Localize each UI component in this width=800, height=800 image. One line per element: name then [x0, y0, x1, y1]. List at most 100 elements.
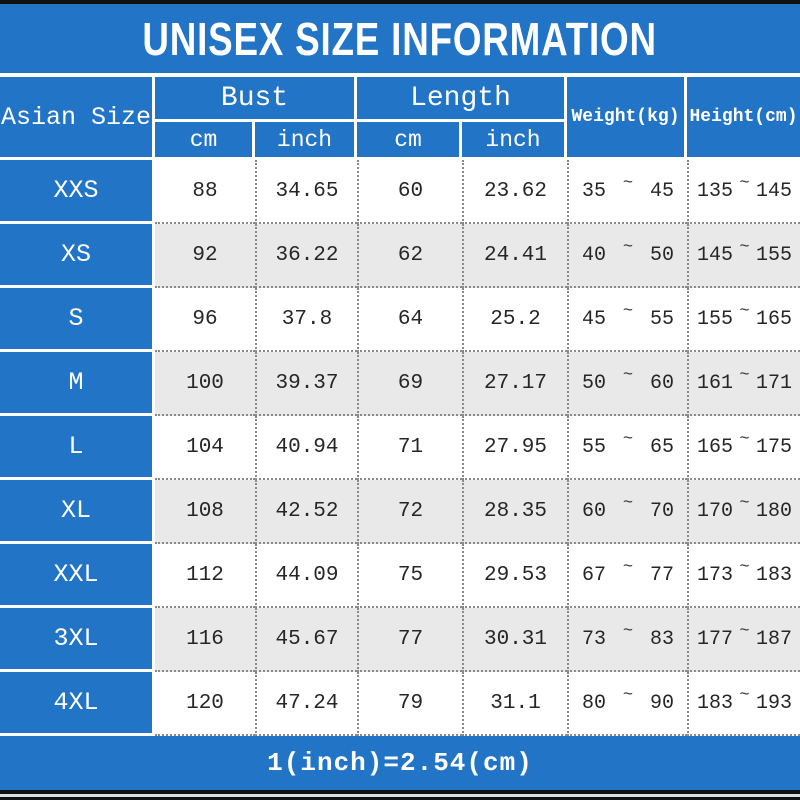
size-label-cell: S — [0, 288, 155, 352]
weight-max: 45 — [649, 179, 674, 203]
height-range-cell: 170 ~ 180 — [687, 480, 800, 544]
length-cm-cell: 79 — [357, 672, 462, 736]
weight-min: 45 — [582, 307, 607, 331]
length-inch-cell: 27.17 — [462, 352, 567, 416]
height-range-cell: 155 ~ 165 — [687, 288, 800, 352]
title-separator — [0, 73, 800, 77]
height-range-cell: 145 ~ 155 — [687, 224, 800, 288]
tilde-separator: ~ — [622, 493, 634, 513]
size-label-cell: XXS — [0, 160, 155, 224]
weight-max: 77 — [649, 563, 674, 587]
table-body: XXS 88 34.65 60 23.62 35 ~ 45 135 ~ 145 … — [0, 160, 800, 736]
bust-cm-cell: 104 — [155, 416, 255, 480]
weight-max: 65 — [649, 435, 674, 459]
weight-min: 67 — [582, 563, 607, 587]
height-min: 183 — [697, 691, 734, 715]
footer-bar: 1(inch)=2.54(cm) — [0, 736, 800, 790]
length-cm-cell: 75 — [357, 544, 462, 608]
weight-range-cell: 40 ~ 50 — [567, 224, 687, 288]
length-inch-cell: 30.31 — [462, 608, 567, 672]
weight-range-cell: 50 ~ 60 — [567, 352, 687, 416]
weight-range-cell: 80 ~ 90 — [567, 672, 687, 736]
bottom-border-strip — [0, 794, 800, 797]
weight-min: 50 — [582, 371, 607, 395]
weight-max: 60 — [649, 371, 674, 395]
bust-inch-cell: 39.37 — [255, 352, 357, 416]
length-cm-cell: 60 — [357, 160, 462, 224]
bust-inch-cell: 40.94 — [255, 416, 357, 480]
weight-max: 55 — [649, 307, 674, 331]
header-asian-size: Asian Size — [0, 77, 155, 157]
height-range-cell: 165 ~ 175 — [687, 416, 800, 480]
header-length-cm: cm — [357, 119, 462, 157]
height-min: 135 — [697, 179, 734, 203]
tilde-separator: ~ — [739, 621, 750, 641]
bust-inch-cell: 45.67 — [255, 608, 357, 672]
height-min: 145 — [697, 243, 734, 267]
tilde-separator: ~ — [739, 365, 750, 385]
weight-min: 60 — [582, 499, 607, 523]
header-weight: Weight(kg) — [567, 77, 687, 157]
header-bust-inch: inch — [255, 119, 357, 157]
bust-cm-cell: 108 — [155, 480, 255, 544]
header-length-inch: inch — [462, 119, 567, 157]
header-height: Height(cm) — [687, 77, 800, 157]
height-max: 193 — [755, 691, 792, 715]
height-min: 173 — [697, 563, 734, 587]
length-inch-cell: 24.41 — [462, 224, 567, 288]
bust-inch-cell: 44.09 — [255, 544, 357, 608]
weight-range-cell: 60 ~ 70 — [567, 480, 687, 544]
conversion-note: 1(inch)=2.54(cm) — [267, 748, 533, 778]
bust-cm-cell: 96 — [155, 288, 255, 352]
weight-range-cell: 73 ~ 83 — [567, 608, 687, 672]
weight-min: 40 — [582, 243, 607, 267]
bust-inch-cell: 37.8 — [255, 288, 357, 352]
tilde-separator: ~ — [622, 621, 634, 641]
height-range-cell: 161 ~ 171 — [687, 352, 800, 416]
height-max: 155 — [755, 243, 792, 267]
weight-min: 73 — [582, 627, 607, 651]
length-inch-cell: 27.95 — [462, 416, 567, 480]
bust-inch-cell: 42.52 — [255, 480, 357, 544]
bottom-border-bar — [0, 790, 800, 794]
weight-min: 35 — [582, 179, 607, 203]
size-label-cell: XL — [0, 480, 155, 544]
weight-min: 80 — [582, 691, 607, 715]
height-range-cell: 173 ~ 183 — [687, 544, 800, 608]
bust-cm-cell: 120 — [155, 672, 255, 736]
size-label-cell: L — [0, 416, 155, 480]
title-bar: UNISEX SIZE INFORMATION — [0, 4, 800, 73]
tilde-separator: ~ — [739, 301, 750, 321]
tilde-separator: ~ — [739, 557, 750, 577]
tilde-separator: ~ — [622, 685, 634, 705]
height-max: 180 — [755, 499, 792, 523]
size-label-cell: XS — [0, 224, 155, 288]
tilde-separator: ~ — [739, 237, 750, 257]
length-inch-cell: 29.53 — [462, 544, 567, 608]
tilde-separator: ~ — [739, 173, 750, 193]
bust-cm-cell: 100 — [155, 352, 255, 416]
height-min: 177 — [697, 627, 734, 651]
weight-max: 83 — [649, 627, 674, 651]
size-label-cell: XXL — [0, 544, 155, 608]
bust-inch-cell: 34.65 — [255, 160, 357, 224]
length-inch-cell: 25.2 — [462, 288, 567, 352]
bottom-border-bar-2 — [0, 797, 800, 800]
weight-max: 90 — [649, 691, 674, 715]
height-min: 155 — [697, 307, 734, 331]
height-range-cell: 177 ~ 187 — [687, 608, 800, 672]
weight-range-cell: 45 ~ 55 — [567, 288, 687, 352]
length-cm-cell: 64 — [357, 288, 462, 352]
length-inch-cell: 23.62 — [462, 160, 567, 224]
tilde-separator: ~ — [622, 557, 634, 577]
bust-cm-cell: 112 — [155, 544, 255, 608]
tilde-separator: ~ — [739, 429, 750, 449]
length-cm-cell: 62 — [357, 224, 462, 288]
tilde-separator: ~ — [622, 237, 634, 257]
height-max: 175 — [755, 435, 792, 459]
weight-range-cell: 67 ~ 77 — [567, 544, 687, 608]
length-cm-cell: 71 — [357, 416, 462, 480]
bust-cm-cell: 92 — [155, 224, 255, 288]
length-cm-cell: 77 — [357, 608, 462, 672]
